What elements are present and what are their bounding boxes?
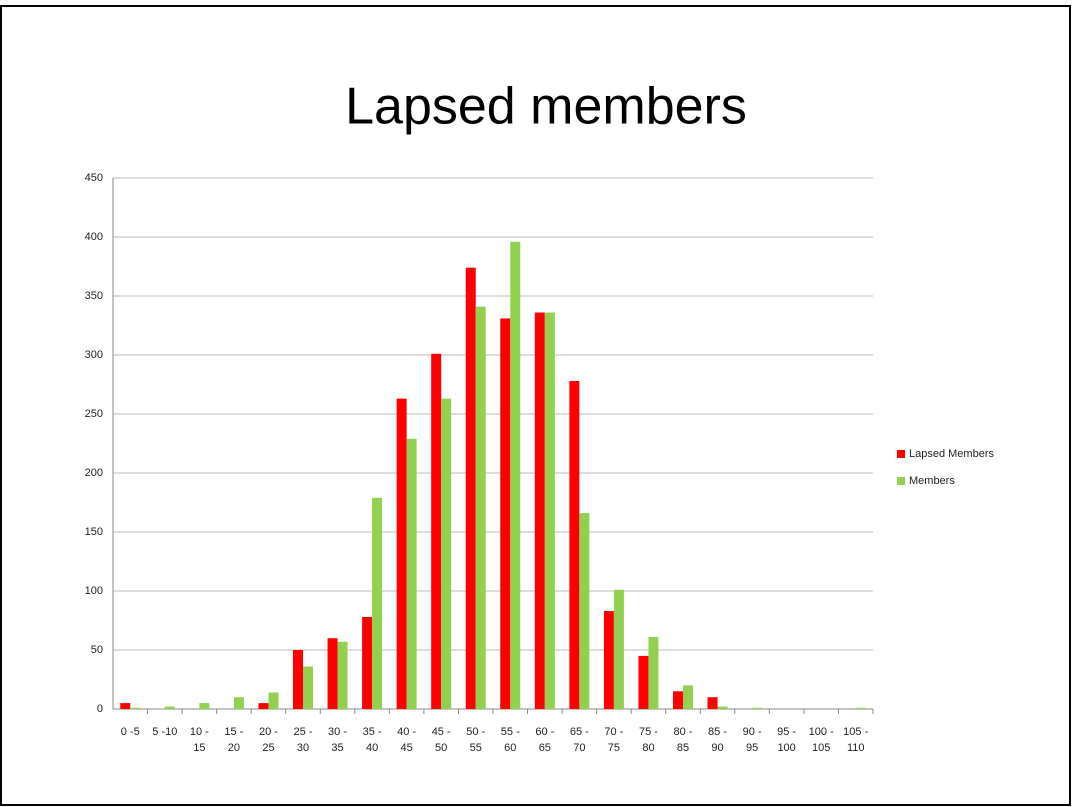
x-tick-label: 75 - 80 xyxy=(638,726,658,754)
bar xyxy=(465,267,476,709)
bar xyxy=(855,707,866,709)
x-tick-label: 10 - 15 xyxy=(189,726,209,754)
x-tick-label: 105 - 110 xyxy=(843,726,869,754)
slide-border xyxy=(0,5,1071,806)
x-tick-label: 100 - 105 xyxy=(808,726,834,754)
y-tick-label: 350 xyxy=(85,290,103,302)
legend-label: Members xyxy=(909,475,955,487)
bar xyxy=(534,312,545,709)
bar xyxy=(337,641,348,709)
x-tick-label: 80 - 85 xyxy=(673,726,693,754)
x-tick-label: 15 - 20 xyxy=(224,726,244,754)
bar xyxy=(130,707,141,709)
bar xyxy=(752,707,763,709)
x-tick-label: 60 - 65 xyxy=(535,726,555,754)
y-tick-label: 250 xyxy=(85,408,103,420)
bar xyxy=(510,241,521,709)
x-tick-label: 35 - 40 xyxy=(362,726,382,754)
bar xyxy=(683,685,693,709)
chart-title: Lapsed members xyxy=(345,78,747,136)
x-tick-label: 20 - 25 xyxy=(258,726,278,754)
bar xyxy=(500,318,511,709)
bar xyxy=(293,650,303,709)
x-tick-label: 65 - 70 xyxy=(569,726,589,754)
bar xyxy=(648,637,659,709)
bar xyxy=(120,703,131,709)
bar xyxy=(431,353,442,709)
bar xyxy=(406,438,417,709)
bar xyxy=(717,706,728,709)
x-tick-label: 5 -10 xyxy=(152,726,178,738)
bar xyxy=(673,691,683,709)
bar xyxy=(569,380,580,709)
x-tick-label: 90 - 95 xyxy=(742,726,762,754)
y-tick-label: 50 xyxy=(91,644,103,656)
x-tick-label: 45 - 50 xyxy=(431,726,451,754)
bar xyxy=(603,611,614,709)
legend-swatch xyxy=(897,450,905,458)
y-tick-label: 300 xyxy=(85,349,103,361)
bar xyxy=(475,306,486,709)
x-tick-label: 25 - 30 xyxy=(293,726,313,754)
bar xyxy=(164,706,175,709)
bar xyxy=(327,638,338,709)
bar xyxy=(613,589,624,709)
x-tick-label: 40 - 45 xyxy=(397,726,417,754)
y-tick-label: 0 xyxy=(97,703,103,715)
bar xyxy=(441,398,452,709)
y-tick-label: 150 xyxy=(85,526,103,538)
bar xyxy=(233,697,244,709)
y-tick-label: 400 xyxy=(85,231,103,243)
bar xyxy=(707,697,718,709)
bar xyxy=(544,312,555,709)
x-tick-label: 30 - 35 xyxy=(328,726,348,754)
bar xyxy=(372,497,383,709)
x-tick-label: 70 - 75 xyxy=(604,726,624,754)
legend-swatch xyxy=(897,477,905,485)
x-tick-label: 50 - 55 xyxy=(466,726,486,754)
bar xyxy=(362,616,373,709)
bar xyxy=(396,398,407,709)
y-tick-label: 100 xyxy=(85,585,103,597)
bar xyxy=(638,655,649,709)
y-tick-label: 200 xyxy=(85,467,103,479)
x-tick-label: 95 - 100 xyxy=(777,726,797,754)
bar xyxy=(303,666,313,709)
bar xyxy=(199,703,210,709)
bar xyxy=(258,703,269,709)
y-tick-label: 450 xyxy=(85,172,103,184)
bar xyxy=(579,513,590,709)
bar xyxy=(268,692,279,709)
legend-label: Lapsed Members xyxy=(909,448,994,460)
x-tick-label: 0 -5 xyxy=(120,726,140,738)
x-tick-label: 85 - 90 xyxy=(708,726,728,754)
x-tick-label: 55 - 60 xyxy=(500,726,520,754)
